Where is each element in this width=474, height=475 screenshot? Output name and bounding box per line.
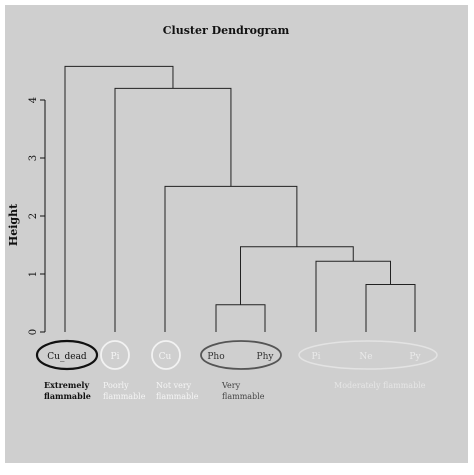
y-tick-label: 2 [28,213,39,219]
dendrogram-merge [164,185,298,332]
leaf-labels: Cu_dead Pi Cu Pho Phy Pi Ne Py [47,352,421,362]
group-ellipse [298,340,438,370]
y-axis: 0 1 2 3 4 [28,97,46,335]
group-label-very-line1: Very [221,381,241,390]
group-ellipse [151,340,181,370]
group-label-extremely-line2: flammable [44,391,91,401]
group-label-poorly-line2: flammable [103,392,146,401]
group-ellipse [35,339,99,371]
leaf-label: Cu [159,352,172,362]
leaf-label: Cu_dead [47,352,87,362]
group-label-extremely-line1: Extremely [44,380,89,390]
dendrogram-merge [215,304,266,332]
leaf-label: Pho [207,352,224,362]
group-label-very-line2: flammable [222,392,265,401]
chart-title: Cluster Dendrogram [163,24,290,37]
leaf-label: Ne [359,352,372,362]
y-tick-label: 1 [28,271,39,277]
leaf-label: Pi [111,352,120,362]
group-label-moderately: Moderately flammable [334,381,426,390]
leaf-label: Pi [312,352,321,362]
dendrogram-merge [240,246,354,305]
group-label-notvery-line1: Not very [156,381,192,390]
y-tick-label: 0 [28,329,39,335]
leaf-label: Phy [257,352,275,362]
y-tick-label: 4 [28,97,39,103]
group-label-notvery-line2: flammable [156,392,199,401]
dendrogram-merge [64,65,174,332]
leaf-label: Py [409,352,421,362]
dendrogram-merge [315,260,391,332]
y-axis-label: Height [7,203,20,246]
dendrogram-tree [64,65,416,332]
group-ellipse [200,340,282,370]
group-label-poorly-line1: Poorly [103,381,129,390]
dendrogram-merge [114,87,232,332]
plot-panel [5,5,468,463]
group-ellipse [100,340,130,370]
y-tick-label: 3 [28,155,39,161]
dendrogram-merge [365,283,416,332]
group-ellipses [35,339,438,371]
